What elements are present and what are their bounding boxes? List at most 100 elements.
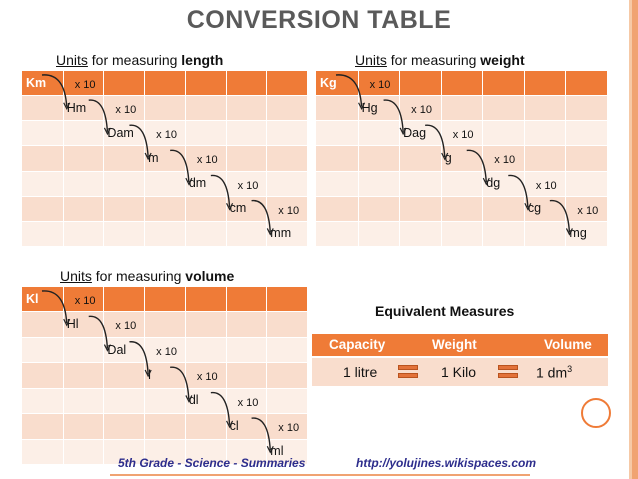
table-row: [22, 312, 307, 337]
unit-label: g: [444, 151, 452, 165]
multiplier-label: x 10: [115, 320, 137, 333]
grid-divider: [357, 171, 359, 196]
grid-divider: [482, 221, 484, 246]
unit-label: m: [148, 151, 159, 165]
grid-divider: [523, 171, 525, 196]
volume-conversion-table: Kl Hl Dal l dl cl ml x 10 x 10 x 10 x 10 x 10 x 10: [22, 287, 307, 465]
arrow-head: [144, 369, 152, 378]
volume-heading-mid: for measuring: [91, 268, 186, 284]
grid-divider: [225, 363, 227, 388]
grid-divider: [225, 96, 227, 121]
conversion-arrow: [251, 200, 271, 233]
grid-divider: [144, 71, 146, 96]
volume-heading-bold: volume: [185, 268, 235, 284]
equivalent-measures-title: Equivalent Measures: [375, 303, 515, 319]
conversion-arrow: [251, 417, 271, 451]
grid-divider: [357, 196, 359, 221]
grid-divider: [565, 171, 567, 196]
conversion-arrow: [170, 366, 190, 400]
grid-divider: [225, 388, 227, 414]
page-title: CONVERSION TABLE: [186, 6, 452, 34]
grid-divider: [184, 121, 186, 146]
value-capacity: 1 litre: [343, 364, 378, 380]
footer-url-link[interactable]: http://yolujines.wikispaces.com: [356, 456, 537, 470]
grid-divider: [62, 414, 64, 439]
grid-divider: [266, 196, 268, 221]
grid-divider: [440, 196, 442, 221]
header-weight: Weight: [432, 337, 477, 352]
grid-divider: [399, 96, 401, 121]
grid-divider: [144, 363, 146, 388]
slide-frame: [632, 0, 638, 479]
grid-divider: [225, 146, 227, 171]
grid-divider: [565, 121, 567, 146]
multiplier-label: x 10: [196, 154, 218, 167]
value-volume: 1 dm3: [536, 364, 572, 381]
multiplier-label: x 10: [196, 371, 218, 384]
grid-divider: [184, 71, 186, 96]
conversion-arrow: [88, 99, 109, 132]
table-row: [22, 363, 307, 388]
grid-divider: [399, 121, 401, 146]
grid-divider: [266, 414, 268, 439]
grid-divider: [266, 96, 268, 121]
multiplier-label: x 10: [411, 104, 432, 117]
grid-divider: [266, 337, 268, 363]
table-row: [22, 171, 307, 196]
weight-heading: Units for measuring weight: [355, 52, 525, 68]
conversion-arrow: [508, 174, 529, 208]
multiplier-label: x 10: [237, 396, 259, 409]
table-row: [22, 121, 307, 146]
grid-divider: [184, 287, 186, 312]
grid-divider: [482, 196, 484, 221]
unit-label: Hg: [361, 100, 378, 115]
grid-divider: [225, 287, 227, 312]
grid-divider: [144, 312, 146, 337]
grid-divider: [184, 363, 186, 388]
grid-divider: [103, 363, 105, 388]
conversion-arrows: [41, 290, 274, 454]
grid-divider: [62, 287, 64, 312]
grid-divider: [62, 71, 64, 96]
grid-divider: [144, 171, 146, 196]
table-row: [316, 171, 607, 196]
grid-divider: [62, 171, 64, 196]
length-heading-bold: length: [181, 52, 224, 68]
table-row: [22, 388, 307, 414]
conversion-arrow: [383, 99, 404, 132]
table-row: [316, 96, 607, 121]
grid-divider: [440, 71, 442, 96]
multiplier-label: x 10: [452, 129, 474, 142]
multiplier-label: x 10: [577, 204, 599, 217]
grid-divider: [103, 312, 105, 337]
grid-divider: [144, 96, 146, 121]
grid-divider: [103, 96, 105, 121]
grid-divider: [62, 146, 64, 171]
volume-heading-units: Units: [60, 268, 92, 284]
unit-label: Dam: [107, 125, 134, 140]
grid-divider: [440, 221, 442, 246]
grid-divider: [62, 196, 64, 221]
grid-divider: [225, 221, 227, 246]
arrow-head: [441, 152, 449, 161]
conversion-arrows: [335, 74, 573, 236]
grid-divider: [225, 337, 227, 363]
table-row: [316, 221, 607, 246]
length-heading: Units for measuring length: [56, 52, 223, 68]
grid-divider: [103, 196, 105, 221]
arrow-head: [144, 152, 152, 161]
grid-divider: [144, 388, 146, 414]
grid-divider: [103, 414, 105, 439]
equals-sign-icon: [398, 365, 418, 379]
grid-divider: [482, 146, 484, 171]
arrow-head: [358, 102, 366, 111]
table-row: [22, 71, 307, 96]
weight-conversion-table: Kg Hg Dag g dg cg mg x 10 x 10 x 10 x 10 x 10 x 10: [316, 71, 607, 247]
grid-divider: [565, 71, 567, 96]
unit-label: Hm: [66, 100, 87, 115]
multiplier-label: x 10: [74, 295, 96, 307]
multiplier-label: x 10: [237, 179, 259, 192]
grid-divider: [482, 71, 484, 96]
grid-divider: [225, 312, 227, 337]
unit-label: Hl: [66, 317, 79, 332]
